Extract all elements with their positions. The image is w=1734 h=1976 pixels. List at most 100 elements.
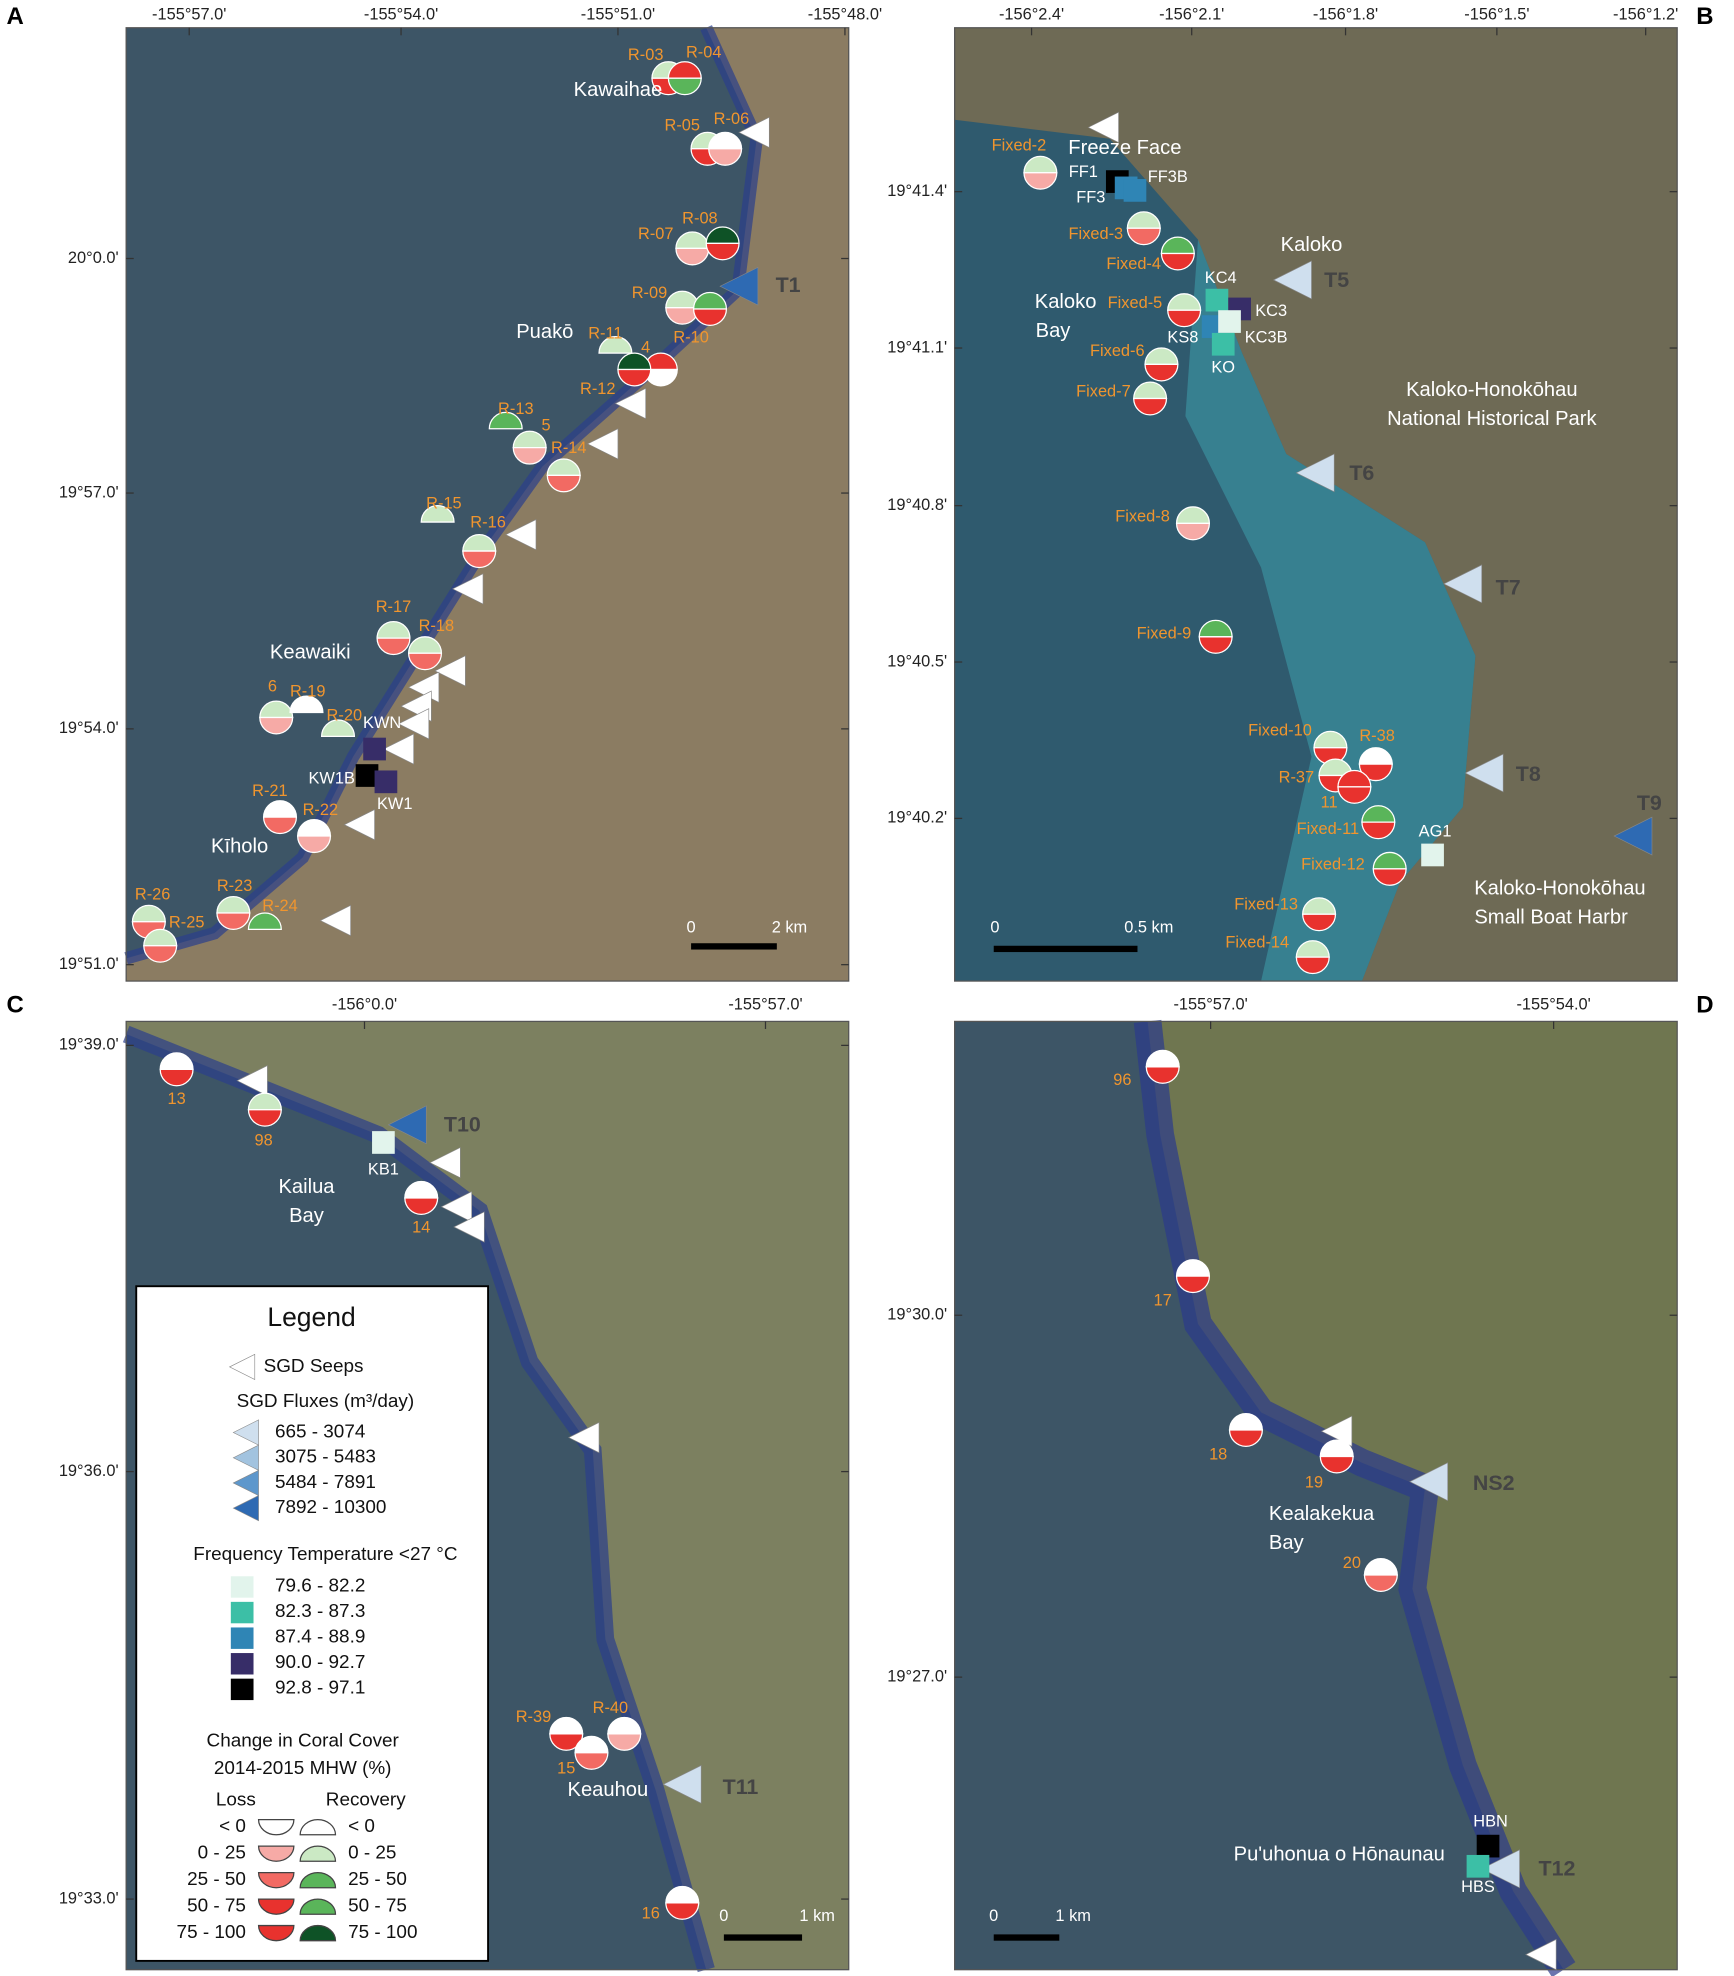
- land: [126, 1021, 849, 1970]
- temperature-station: [374, 770, 398, 794]
- coral-site-bottom: [1023, 172, 1058, 190]
- site-label: 6: [268, 678, 277, 696]
- sgd-marker: [453, 1211, 485, 1243]
- y-tick-label: 19°40.5': [887, 652, 947, 670]
- panel-label: B: [1696, 3, 1713, 30]
- site-label: R-13: [498, 400, 533, 418]
- site-label: 16: [642, 1905, 660, 1923]
- coral-site-bottom: [1133, 397, 1168, 416]
- y-tick-label: 19°41.1': [887, 338, 947, 356]
- legend-temp-swatch: [230, 1576, 254, 1598]
- coral-site-bottom: [1295, 956, 1330, 975]
- coral-site-top: [549, 1716, 584, 1735]
- place-label: Kaloko-Honokōhau: [1406, 379, 1577, 401]
- site-label: R-22: [303, 801, 339, 819]
- place-label: Keawaiki: [270, 642, 351, 664]
- y-tick-label: 20°0.0': [68, 249, 119, 267]
- site-label: R-05: [665, 116, 701, 134]
- y-tick-label: 19°41.4': [887, 182, 947, 200]
- site-label: Fixed-2: [992, 137, 1047, 155]
- x-tick-label: -156°1.8': [1313, 5, 1378, 23]
- sgd-marker: [1272, 260, 1312, 300]
- site-label: Fixed-7: [1076, 383, 1131, 401]
- x-tick-label: -155°51.0': [581, 5, 655, 23]
- coral-site-top: [259, 700, 294, 719]
- site-label: R-17: [376, 598, 412, 616]
- y-tick-label: 19°40.8': [887, 496, 947, 514]
- x-tick-label: -155°57.0': [728, 995, 802, 1013]
- y-tick-label: 19°54.0': [59, 719, 119, 737]
- station-label: FF3B: [1148, 168, 1188, 186]
- legend-flux-title: SGD Fluxes (m³/day): [237, 1391, 415, 1412]
- coral-site-bottom: [1228, 1429, 1263, 1448]
- frame: [125, 1020, 850, 1971]
- y-tick-label: 19°36.0': [59, 1462, 119, 1480]
- coral-site-bottom: [404, 1197, 439, 1215]
- site-label: R-19: [290, 683, 326, 701]
- site-label: R-07: [638, 225, 674, 243]
- legend-temp-swatch: [230, 1653, 254, 1675]
- coral-site-top: [289, 695, 324, 714]
- legend-temp-swatch: [230, 1627, 254, 1649]
- site-label: 17: [1154, 1292, 1172, 1310]
- site-label: 19: [1305, 1473, 1323, 1491]
- site-label: Fixed-6: [1090, 342, 1145, 360]
- site-label: 4: [641, 338, 650, 356]
- sgd-marker: [1613, 816, 1653, 856]
- coral-site-bottom: [159, 1068, 194, 1087]
- sgd-marker: [1295, 453, 1335, 493]
- sgd-marker: [319, 904, 351, 937]
- site-label: R-14: [551, 439, 587, 457]
- legend-seeps: SGD Seeps: [264, 1356, 364, 1377]
- panel-label: D: [1696, 992, 1713, 1019]
- coral-site-bottom: [617, 368, 652, 387]
- legend-loss-swatch: [257, 1871, 295, 1889]
- site-label: R-10: [673, 328, 709, 346]
- sgd-marker: [614, 387, 647, 420]
- site-label: 18: [1209, 1446, 1227, 1464]
- sgd-marker: [1443, 564, 1483, 604]
- station-label: HBS: [1461, 1878, 1495, 1896]
- temperature-station: [1476, 1834, 1500, 1858]
- place-label: Kawaihae: [574, 79, 663, 101]
- site-label: Fixed-11: [1297, 820, 1359, 838]
- legend-temp: 87.4 - 88.9: [275, 1627, 365, 1648]
- legend-loss: Loss: [216, 1790, 256, 1811]
- site-label: R-39: [516, 1708, 551, 1726]
- scale-bar: [723, 1934, 803, 1941]
- site-label: 5: [542, 417, 551, 435]
- coral-site-bottom: [143, 945, 178, 963]
- coral-site-top: [574, 1735, 609, 1754]
- scale-label: 2 km: [772, 918, 808, 936]
- transect-label: T5: [1324, 268, 1349, 292]
- coral-site-top: [1144, 347, 1179, 366]
- coral-site-bottom: [546, 474, 581, 493]
- coral-site-bottom: [259, 716, 294, 735]
- x-tick-label: -155°54.0': [1516, 995, 1590, 1013]
- site-label: Fixed-4: [1106, 255, 1161, 273]
- transect-label: T12: [1538, 1857, 1575, 1881]
- coral-site-top: [1363, 1557, 1398, 1576]
- sgd-marker: [382, 733, 414, 765]
- temperature-station: [1211, 332, 1235, 356]
- station-label: HBN: [1473, 1812, 1508, 1830]
- coral-site-top: [376, 621, 411, 639]
- coral-site-top: [462, 534, 497, 552]
- place-label: Kaloko-Honokōhau: [1474, 877, 1645, 899]
- coral-site-bottom: [1167, 309, 1202, 328]
- coral-site-top: [1145, 1049, 1180, 1068]
- coral-site-top: [1160, 236, 1195, 255]
- coral-site-bottom: [376, 637, 411, 656]
- site-label: R-09: [632, 284, 668, 302]
- legend-loss-swatch: [257, 1845, 295, 1862]
- x-tick-label: -156°1.5': [1464, 5, 1529, 23]
- place-label: Bay: [1269, 1532, 1305, 1554]
- sgd-marker: [397, 708, 430, 740]
- site-label: R-23: [217, 877, 252, 895]
- coral-site-bottom: [1198, 636, 1233, 654]
- coral-site-bottom: [1175, 1275, 1210, 1294]
- coral-site-top: [262, 800, 298, 818]
- legend-class: 50 - 75: [187, 1896, 246, 1917]
- temperature-station: [355, 764, 379, 787]
